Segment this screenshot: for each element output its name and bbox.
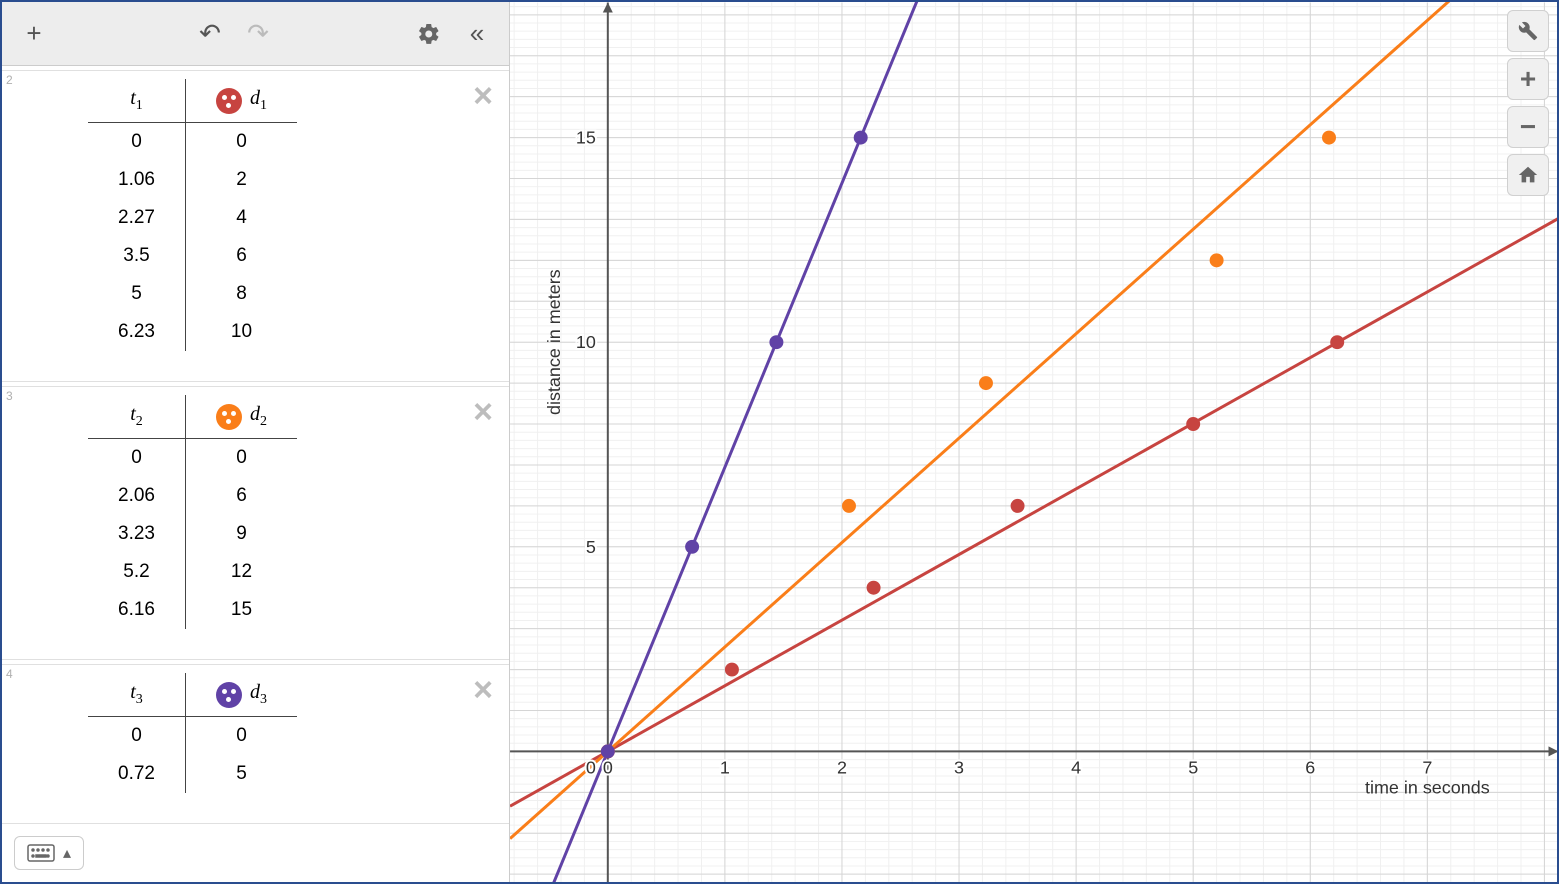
svg-text:10: 10	[576, 332, 596, 352]
zoom-out-button[interactable]: −	[1507, 106, 1549, 148]
delete-expression-button[interactable]: ×	[473, 79, 493, 113]
table-cell[interactable]: 2.06	[88, 477, 185, 515]
table-cell[interactable]: 9	[185, 515, 297, 553]
table-header-t[interactable]: t3	[88, 673, 185, 717]
svg-text:5: 5	[586, 537, 596, 557]
table-expression[interactable]: 2×t1d1001.0622.2743.56586.2310	[2, 70, 509, 382]
graph-controls: + −	[1507, 10, 1549, 196]
graph-settings-button[interactable]	[1507, 10, 1549, 52]
delete-expression-button[interactable]: ×	[473, 673, 493, 707]
svg-text:1: 1	[720, 757, 730, 777]
table-cell[interactable]: 0	[185, 717, 297, 756]
wrench-icon	[1518, 21, 1538, 41]
svg-text:15: 15	[576, 128, 596, 148]
table-cell[interactable]: 15	[185, 591, 297, 629]
table-row[interactable]: 3.239	[88, 515, 297, 553]
svg-text:0: 0	[586, 757, 596, 777]
table-row[interactable]: 6.1615	[88, 591, 297, 629]
svg-text:5: 5	[1188, 757, 1198, 777]
table-row[interactable]: 00	[88, 439, 297, 478]
table-header-label: d2	[250, 403, 267, 430]
series-color-icon[interactable]	[216, 404, 242, 430]
settings-button[interactable]	[409, 14, 449, 54]
home-icon	[1517, 164, 1539, 186]
keyboard-icon	[27, 844, 55, 862]
table-cell[interactable]: 1.06	[88, 161, 185, 199]
table-cell[interactable]: 5.2	[88, 553, 185, 591]
table-cell[interactable]: 3.23	[88, 515, 185, 553]
series-color-icon[interactable]	[216, 88, 242, 114]
graph-canvas[interactable]: 0 1 2 3 4 5 6 7 5 10 15 0 distance in meters time in …	[510, 2, 1557, 882]
add-expression-button[interactable]: +	[14, 14, 54, 54]
keypad-arrow-icon: ▴	[63, 843, 71, 863]
table-cell[interactable]: 0.72	[88, 755, 185, 793]
svg-text:4: 4	[1071, 757, 1081, 777]
table-cell[interactable]: 6	[185, 237, 297, 275]
sidebar: + ↶ ↷ « 2×t1d1001.0622.2743.56586.23103×…	[2, 2, 510, 882]
graph-pane[interactable]: 0 1 2 3 4 5 6 7 5 10 15 0 distance in meters time in …	[510, 2, 1557, 882]
expression-list[interactable]: 2×t1d1001.0622.2743.56586.23103×t2d2002.…	[2, 66, 509, 882]
table-cell[interactable]: 5	[185, 755, 297, 793]
table-expression[interactable]: 3 × t2 d2 002.0663.2395.2126.1615	[2, 386, 509, 660]
table-cell[interactable]: 0	[88, 439, 185, 478]
collapse-sidebar-button[interactable]: «	[457, 14, 497, 54]
table-cell[interactable]: 0	[185, 123, 297, 162]
table-cell[interactable]: 3.5	[88, 237, 185, 275]
table-cell[interactable]: 10	[185, 313, 297, 351]
table-cell[interactable]: 0	[88, 123, 185, 162]
data-table[interactable]: t2 d2 002.0663.2395.2126.1615	[88, 395, 297, 629]
table-cell[interactable]: 2.27	[88, 199, 185, 237]
table-row[interactable]: 6.2310	[88, 313, 297, 351]
table-row[interactable]: 0.725	[88, 755, 297, 793]
table-header-d[interactable]: d1	[185, 79, 297, 123]
table-cell[interactable]: 0	[88, 717, 185, 756]
svg-text:6: 6	[1305, 757, 1315, 777]
expression-index: 4	[6, 667, 13, 681]
gear-icon	[417, 22, 441, 46]
table-cell[interactable]: 6	[185, 477, 297, 515]
data-table[interactable]: t1 d1 001.0622.2743.56586.2310	[88, 79, 297, 351]
data-table[interactable]: t3 d3 000.725	[88, 673, 297, 793]
redo-button[interactable]: ↷	[238, 14, 278, 54]
svg-text:2: 2	[837, 757, 847, 777]
table-row[interactable]: 00	[88, 123, 297, 162]
table-header-t[interactable]: t1	[88, 79, 185, 123]
table-cell[interactable]: 5	[88, 275, 185, 313]
table-row[interactable]: 2.274	[88, 199, 297, 237]
svg-text:time in seconds: time in seconds	[1365, 777, 1490, 797]
table-header-d[interactable]: d2	[185, 395, 297, 439]
svg-text:distance in meters: distance in meters	[544, 269, 564, 415]
table-row[interactable]: 3.56	[88, 237, 297, 275]
table-row[interactable]: 1.062	[88, 161, 297, 199]
table-row[interactable]: 5.212	[88, 553, 297, 591]
svg-text:0: 0	[603, 757, 613, 777]
app-root: + ↶ ↷ « 2×t1d1001.0622.2743.56586.23103×…	[2, 2, 1557, 882]
table-header-label: d1	[250, 87, 267, 114]
table-cell[interactable]: 0	[185, 439, 297, 478]
table-cell[interactable]: 6.16	[88, 591, 185, 629]
svg-text:7: 7	[1422, 757, 1432, 777]
table-header-d[interactable]: d3	[185, 673, 297, 717]
expression-index: 2	[6, 73, 13, 87]
table-cell[interactable]: 12	[185, 553, 297, 591]
table-row[interactable]: 2.066	[88, 477, 297, 515]
table-expression[interactable]: 4 × t3 d3 000.725	[2, 664, 509, 824]
table-cell[interactable]: 4	[185, 199, 297, 237]
table-cell[interactable]: 8	[185, 275, 297, 313]
zoom-in-button[interactable]: +	[1507, 58, 1549, 100]
table-row[interactable]: 58	[88, 275, 297, 313]
svg-text:3: 3	[954, 757, 964, 777]
table-row[interactable]: 00	[88, 717, 297, 756]
expression-index: 3	[6, 389, 13, 403]
table-cell[interactable]: 2	[185, 161, 297, 199]
table-header-label: d3	[250, 681, 267, 708]
series-color-icon[interactable]	[216, 682, 242, 708]
delete-expression-button[interactable]: ×	[473, 395, 493, 429]
table-header-t[interactable]: t2	[88, 395, 185, 439]
home-button[interactable]	[1507, 154, 1549, 196]
table-cell[interactable]: 6.23	[88, 313, 185, 351]
expression-toolbar: + ↶ ↷ «	[2, 2, 509, 66]
undo-button[interactable]: ↶	[190, 14, 230, 54]
keypad-toggle[interactable]: ▴	[14, 836, 84, 870]
